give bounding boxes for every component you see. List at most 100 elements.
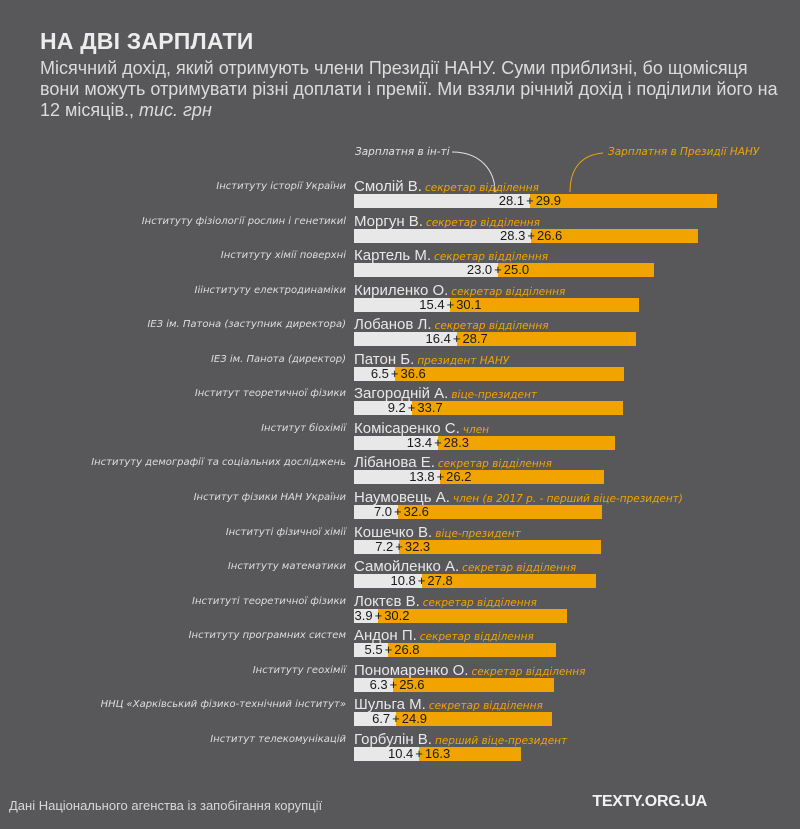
person-label: Картель М. секретар відділення (354, 245, 548, 264)
institute-label: Інститут теоретичної фізики (194, 388, 346, 400)
bar-presidium-salary (497, 263, 655, 278)
bar-institute-salary (354, 470, 441, 485)
value-plus-sign: + (415, 745, 423, 761)
bar-presidium-salary (450, 297, 639, 312)
institute-label: Інституту програмних систем (188, 630, 346, 642)
subtitle-unit: тис. грн (139, 100, 212, 120)
value-presidium-salary: 33.7 (417, 400, 443, 416)
institute-label: ННЦ «Харківський фізико-технічний інстит… (100, 699, 346, 711)
person-name: Загородній А. (354, 385, 449, 403)
person-role: член (в 2017 р. - перший віце-президент) (452, 492, 683, 505)
legend-presidium-salary: Зарплатня в Президії НАНУ (608, 146, 760, 158)
bar-institute-salary (354, 263, 498, 278)
value-institute-salary: 3.9 (354, 607, 373, 623)
bar-institute-salary (354, 574, 422, 589)
institute-label: Інституту фізіології рослин і генетикиl (141, 215, 346, 227)
bar-presidium-salary (378, 608, 568, 623)
person-role: перший віце-президент (434, 734, 568, 747)
bar-presidium-salary (456, 332, 637, 347)
bar-institute-salary (354, 401, 412, 416)
value-institute-salary: 9.2 (387, 400, 406, 416)
person-name: Картель М. (354, 247, 432, 265)
person-name: Лобанов Л. (354, 316, 432, 334)
brand-logo: TEXTY.ORG.UA (592, 793, 707, 810)
person-label: Загородній А. віце-президент (354, 383, 537, 402)
bar-presidium-salary (440, 470, 605, 485)
institute-label: Інституту геохімії (252, 664, 346, 676)
value-presidium-salary: 25.0 (503, 262, 530, 278)
bar-presidium-salary (394, 366, 624, 381)
value-institute-salary: 28.3 (500, 227, 526, 243)
person-role: секретар відділення (428, 700, 543, 713)
value-presidium-salary: 30.2 (384, 607, 410, 623)
chart-row: Інституті теоретичної фізики Локтєв В. сек… (0, 592, 800, 628)
chart-row: ІЕЗ ім. Панота (директор) Патон Б. президе… (0, 351, 800, 386)
value-plus-sign: + (389, 676, 398, 692)
bar-institute-salary (354, 539, 400, 554)
bar-presidium-salary (531, 228, 698, 243)
bar-institute-salary (354, 228, 532, 243)
bar-institute-salary (354, 608, 379, 623)
person-role: секретар відділення (462, 562, 577, 575)
person-label: Лобанов Л. секретар відділення (354, 314, 549, 333)
person-role: секретар відділення (419, 631, 534, 644)
bar-presidium-salary (397, 504, 602, 519)
bar-presidium-salary (393, 677, 554, 692)
value-presidium-salary: 26.8 (394, 642, 420, 658)
person-name: Лібанова Е. (354, 454, 435, 472)
person-label: Горбулін В. перший віце-президент (354, 729, 567, 748)
person-name: Кириленко О. (354, 281, 449, 299)
chart-row: Інститут фізики НАН України Наумовець А. ч… (0, 487, 800, 524)
person-name: Пономаренко О. (354, 661, 469, 679)
chart-row: Інститут теоретичної фізики Загородній А.… (0, 383, 800, 420)
bar-institute-salary (354, 643, 389, 658)
source-note: Дані Національного агенства із запобіган… (9, 798, 323, 813)
person-label: Моргун В. секретар відділення (354, 211, 540, 230)
person-name: Локтєв В. (354, 592, 420, 610)
bar-presidium-salary (437, 435, 616, 450)
value-presidium-salary: 36.6 (400, 365, 426, 381)
person-name: Шульга М. (354, 696, 426, 714)
chart-row: Інституту хімії поверхні Картель М. секрет… (0, 245, 800, 282)
person-label: Наумовець А. член (в 2017 р. - перший віц… (354, 487, 683, 506)
value-plus-sign: + (446, 296, 455, 312)
value-plus-sign: + (452, 331, 461, 347)
person-role: віце-президент (435, 527, 521, 540)
bar-presidium-salary (419, 746, 522, 761)
value-plus-sign: + (392, 711, 400, 727)
institute-label: ІЕЗ ім. Патона (заступник директора) (147, 319, 346, 331)
value-plus-sign: + (394, 503, 402, 519)
bar-institute-salary (354, 435, 438, 450)
chart-row: Інституту фізіології рослин і генетикиl М… (0, 211, 800, 248)
value-institute-salary: 13.4 (406, 434, 433, 450)
value-institute-salary: 23.0 (466, 262, 493, 278)
value-presidium-salary: 28.7 (462, 331, 488, 347)
chart-row: Інституту програмних систем Андон П. секре… (0, 627, 800, 662)
value-plus-sign: + (417, 573, 426, 589)
person-name: Комісаренко С. (354, 419, 460, 437)
person-label: Шульга М. секретар відділення (354, 694, 543, 713)
subtitle-text: Місячний дохід, який отримують члени Пре… (40, 58, 778, 120)
person-role: президент НАНУ (417, 354, 510, 367)
value-presidium-salary: 32.6 (403, 503, 429, 519)
bar-presidium-salary (529, 194, 718, 208)
person-name: Смолій В. (354, 178, 422, 195)
person-role: секретар відділення (434, 251, 549, 264)
person-role: секретар відділення (422, 596, 537, 609)
bar-institute-salary (354, 712, 396, 727)
value-presidium-salary: 26.2 (446, 469, 472, 485)
value-plus-sign: + (434, 434, 442, 450)
value-plus-sign: + (494, 262, 502, 278)
bar-institute-salary (354, 746, 420, 761)
value-institute-salary: 10.4 (387, 745, 414, 761)
bar-institute-salary (354, 366, 395, 381)
chart-row: Інституту математики Самойленко А. секрета… (0, 558, 800, 593)
chart-row: ННЦ «Харківський фізико-технічний інстит… (0, 694, 800, 731)
institute-label: Інституті фізичної хімії (225, 526, 346, 538)
legend-institute-salary: Зарплатня в ін-ті (355, 146, 450, 158)
person-role: секретар відділення (437, 458, 552, 471)
person-label: Комісаренко С. член (354, 418, 489, 437)
institute-label: Інституту хімії поверхні (220, 250, 346, 262)
person-role: секретар відділення (471, 665, 586, 678)
